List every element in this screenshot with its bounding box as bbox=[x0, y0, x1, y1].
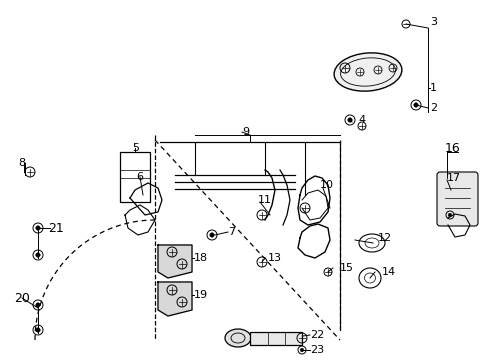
Text: 12: 12 bbox=[377, 233, 391, 243]
Text: 19: 19 bbox=[194, 290, 208, 300]
Text: 5: 5 bbox=[132, 143, 139, 153]
Text: 7: 7 bbox=[227, 227, 235, 237]
Ellipse shape bbox=[333, 53, 401, 91]
Text: 16: 16 bbox=[444, 141, 460, 154]
Text: 1: 1 bbox=[429, 83, 436, 93]
Circle shape bbox=[36, 303, 40, 307]
Text: 2: 2 bbox=[429, 103, 436, 113]
Text: 9: 9 bbox=[242, 127, 248, 137]
Text: 17: 17 bbox=[446, 173, 460, 183]
Text: 6: 6 bbox=[136, 172, 142, 182]
Text: 11: 11 bbox=[258, 195, 271, 205]
Bar bbox=[249, 332, 302, 345]
Circle shape bbox=[447, 213, 451, 217]
Ellipse shape bbox=[224, 329, 250, 347]
Text: 22: 22 bbox=[309, 330, 324, 340]
Polygon shape bbox=[158, 282, 192, 316]
Text: 14: 14 bbox=[381, 267, 395, 277]
Circle shape bbox=[36, 226, 40, 230]
Text: 13: 13 bbox=[267, 253, 282, 263]
Text: 18: 18 bbox=[194, 253, 208, 263]
Circle shape bbox=[209, 233, 214, 237]
Text: 15: 15 bbox=[339, 263, 353, 273]
FancyBboxPatch shape bbox=[436, 172, 477, 226]
Text: 8: 8 bbox=[18, 158, 25, 168]
Circle shape bbox=[300, 348, 303, 352]
Circle shape bbox=[347, 118, 351, 122]
Text: 20: 20 bbox=[14, 292, 30, 305]
Circle shape bbox=[36, 328, 40, 332]
Text: 10: 10 bbox=[319, 180, 333, 190]
Polygon shape bbox=[158, 245, 192, 278]
Text: 3: 3 bbox=[429, 17, 436, 27]
Circle shape bbox=[413, 103, 417, 107]
Text: 4: 4 bbox=[357, 115, 365, 125]
Circle shape bbox=[36, 253, 40, 257]
Bar bbox=[120, 152, 150, 202]
Text: 23: 23 bbox=[309, 345, 324, 355]
Text: 21: 21 bbox=[48, 221, 63, 234]
